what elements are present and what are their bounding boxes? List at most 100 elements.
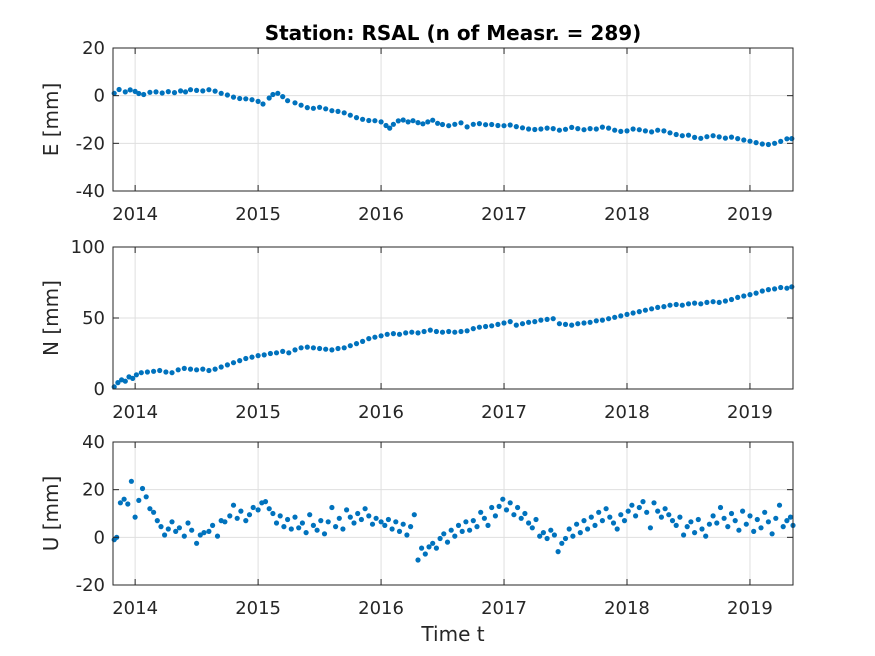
data-point: [765, 141, 772, 148]
data-point: [378, 333, 384, 339]
data-point: [304, 344, 310, 350]
data-point: [144, 369, 150, 375]
data-point: [470, 518, 476, 524]
data-point: [210, 522, 216, 529]
data-point: [162, 532, 168, 538]
data-point: [404, 532, 410, 538]
data-point: [513, 322, 519, 328]
data-point: [165, 526, 171, 532]
x-tick-label: 2016: [358, 204, 404, 225]
data-point: [329, 347, 335, 353]
data-point: [776, 502, 783, 508]
data-point: [415, 557, 421, 563]
data-point: [710, 513, 716, 519]
data-point: [548, 527, 554, 533]
data-point: [237, 95, 243, 102]
y-tick-label: -40: [76, 181, 105, 202]
data-point: [581, 127, 587, 133]
data-point: [789, 284, 795, 290]
data-point: [296, 525, 302, 531]
data-point: [389, 526, 395, 532]
data-point: [243, 355, 249, 362]
data-point: [636, 309, 642, 315]
data-point: [158, 524, 164, 530]
data-point: [421, 328, 427, 335]
data-point: [673, 522, 679, 529]
data-point: [415, 330, 421, 336]
data-point: [681, 532, 687, 538]
data-point: [292, 514, 298, 520]
data-point: [147, 506, 153, 512]
data-point: [569, 124, 575, 130]
data-point: [778, 138, 784, 144]
data-point: [153, 89, 159, 95]
axes-frame: [112, 47, 794, 192]
data-point: [501, 320, 507, 326]
data-point: [335, 345, 341, 352]
data-point: [422, 551, 428, 557]
data-point: [255, 507, 261, 513]
data-point: [784, 518, 790, 524]
data-point: [735, 294, 741, 300]
data-point: [551, 532, 558, 538]
x-tick-label: 2014: [112, 402, 158, 423]
data-point: [369, 521, 376, 527]
data-point: [721, 515, 727, 521]
x-tick-label: 2018: [604, 204, 650, 225]
data-point: [629, 502, 635, 508]
data-point: [323, 346, 329, 352]
data-point: [197, 532, 203, 538]
data-point: [581, 518, 587, 524]
data-point: [185, 520, 191, 526]
data-point: [173, 528, 179, 535]
data-point: [762, 509, 768, 515]
data-point: [344, 507, 350, 513]
data-point: [716, 299, 722, 305]
data-point: [130, 375, 136, 381]
data-point: [544, 535, 550, 542]
data-point: [194, 87, 200, 93]
data-point: [773, 515, 779, 521]
data-point: [784, 136, 790, 142]
data-point: [260, 101, 266, 107]
data-point: [224, 362, 230, 368]
data-point: [439, 329, 446, 335]
data-point: [784, 285, 790, 291]
data-point: [640, 499, 646, 505]
x-tick-label: 2016: [358, 598, 404, 619]
data-point: [463, 519, 469, 525]
data-point: [593, 126, 599, 132]
data-point: [732, 518, 738, 524]
data-point: [532, 126, 538, 133]
data-point: [139, 485, 146, 492]
data-point: [250, 504, 256, 511]
data-point: [661, 128, 667, 134]
data-point: [395, 118, 401, 124]
data-point: [655, 304, 661, 310]
data-point: [426, 544, 432, 550]
data-point: [411, 512, 417, 518]
data-point: [747, 513, 753, 519]
data-point: [200, 366, 206, 372]
series-N: [111, 284, 795, 390]
data-point: [132, 514, 138, 520]
data-point: [470, 326, 476, 332]
data-point: [743, 521, 749, 527]
data-point: [286, 350, 292, 356]
data-point: [249, 354, 255, 360]
data-point: [474, 524, 480, 530]
data-point: [396, 331, 403, 337]
data-point: [408, 524, 414, 530]
data-point: [333, 524, 339, 530]
data-point: [569, 322, 575, 328]
data-point: [610, 520, 617, 526]
data-point: [507, 500, 513, 506]
data-point: [175, 367, 181, 373]
data-point: [214, 533, 221, 539]
chart-title: Station: RSAL (n of Measr. = 289): [265, 21, 642, 45]
data-point: [165, 89, 171, 95]
data-point: [710, 299, 716, 305]
data-point: [111, 90, 117, 96]
data-point: [585, 526, 591, 532]
